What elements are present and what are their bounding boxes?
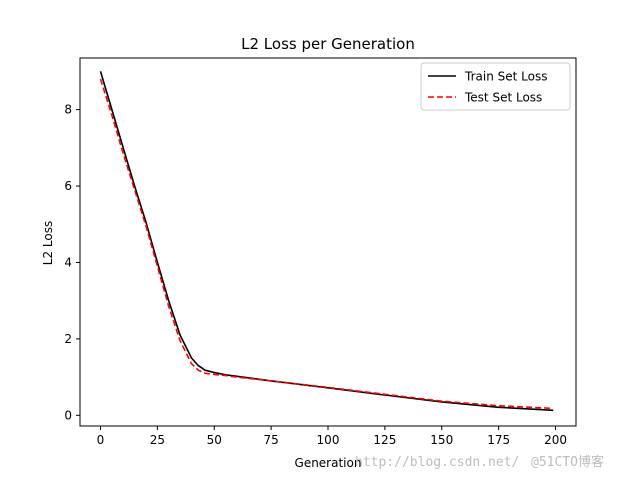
x-tick-label: 75 — [263, 433, 278, 447]
y-tick-label: 8 — [64, 103, 72, 117]
x-tick-label: 200 — [544, 433, 567, 447]
y-tick-label: 6 — [64, 179, 72, 193]
watermark-url: http://blog.csdn.net/ — [355, 455, 519, 470]
x-tick-label: 125 — [373, 433, 396, 447]
y-tick-label: 4 — [64, 255, 72, 269]
legend-box — [420, 62, 571, 111]
x-tick-label: 50 — [207, 433, 222, 447]
legend: Train Set Loss Test Set Loss — [420, 62, 571, 111]
plot-area: 0 25 50 75 100 125 150 175 200 0 2 4 6 8 — [64, 57, 577, 447]
legend-label-test: Test Set Loss — [464, 91, 542, 105]
y-tick-label: 0 — [64, 408, 72, 422]
chart-title: L2 Loss per Generation — [241, 35, 415, 53]
y-axis-label: L2 Loss — [41, 221, 55, 265]
x-tick-label: 100 — [317, 433, 340, 447]
x-tick-label: 150 — [430, 433, 453, 447]
x-axis-label: Generation — [295, 456, 362, 470]
y-tick-label: 2 — [64, 332, 72, 346]
x-tick-label: 0 — [97, 433, 105, 447]
x-tick-label: 25 — [150, 433, 165, 447]
watermark-brand: @51CTO博客 — [531, 454, 604, 470]
series-line-test — [99, 78, 554, 410]
legend-label-train: Train Set Loss — [464, 70, 547, 84]
x-tick-label: 175 — [487, 433, 510, 447]
